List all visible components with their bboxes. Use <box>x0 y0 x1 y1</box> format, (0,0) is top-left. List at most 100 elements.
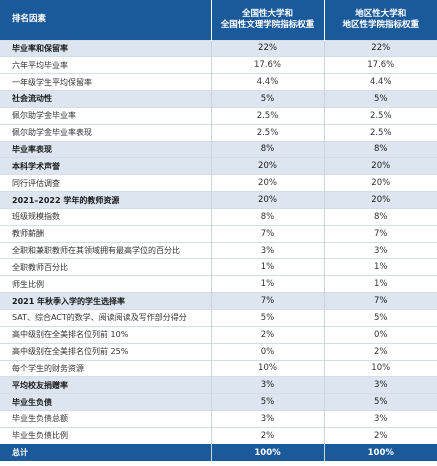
regional-weight-cell: 1% <box>324 275 437 293</box>
national-weight-cell: 4.4% <box>211 73 325 91</box>
table-row: 毕业生负债总额 3% 3% <box>0 410 437 428</box>
regional-weight-cell: 5% <box>324 309 437 327</box>
row-label: 全职教师百分比 <box>0 258 212 276</box>
regional-weight-cell: 5% <box>324 393 437 411</box>
table-row: 班级规模指数 8% 8% <box>0 207 437 226</box>
regional-weight-cell: 20% <box>324 174 437 192</box>
row-label: 班级规模指数 <box>0 207 212 226</box>
national-weight-cell: 7% <box>211 292 325 310</box>
table-row: 同行评估调查 20% 20% <box>0 174 437 192</box>
total-regional-weight: 100% <box>324 443 437 462</box>
regional-weight-cell: 0% <box>324 325 437 344</box>
category-row: 毕业率和保留率 22% 22% <box>0 39 437 57</box>
row-label: 六年平均毕业率 <box>0 56 212 74</box>
row-label: 2021–2022 学年的教师资源 <box>0 191 212 209</box>
row-label: SAT、综合ACT的数学、阅读阅读及写作部分得分 <box>0 309 212 327</box>
regional-weight-cell: 3% <box>324 241 437 259</box>
row-label: 佩尔助学金毕业率 <box>0 106 212 125</box>
national-weight-cell: 1% <box>211 275 325 293</box>
header-national-weight: 全国性大学和 全国性文理学院指标权重 <box>211 0 325 40</box>
regional-weight-cell: 20% <box>324 191 437 209</box>
regional-weight-cell: 2% <box>324 426 437 445</box>
row-label: 毕业生负债 <box>0 393 212 411</box>
header-national-line-1: 全国性大学和 <box>241 8 293 19</box>
regional-weight-cell: 2.5% <box>324 123 437 142</box>
table-row: 教师薪酬 7% 7% <box>0 224 437 243</box>
category-row: 毕业率表现 8% 8% <box>0 140 437 158</box>
national-weight-cell: 3% <box>211 410 325 428</box>
regional-weight-cell: 22% <box>324 39 437 57</box>
national-weight-cell: 0% <box>211 342 325 361</box>
row-label: 毕业生负债总额 <box>0 410 212 428</box>
table-header: 排名因素 全国性大学和 全国性文理学院指标权重 地区性大学和 地区性学院指标权重 <box>0 0 437 40</box>
national-weight-cell: 2% <box>211 325 325 344</box>
regional-weight-cell: 2.5% <box>324 106 437 125</box>
table-row: 一年级学生平均保留率 4.4% 4.4% <box>0 73 437 91</box>
row-label: 高中级别在全美排名位列前 10% <box>0 325 212 344</box>
national-weight-cell: 20% <box>211 157 325 175</box>
national-weight-cell: 8% <box>211 207 325 226</box>
row-label: 高中级别在全美排名位列前 25% <box>0 342 212 361</box>
header-regional-line-2: 地区性学院指标权重 <box>342 19 419 30</box>
national-weight-cell: 20% <box>211 191 325 209</box>
header-regional-line-1: 地区性大学和 <box>355 8 407 19</box>
category-row: 毕业生负债 5% 5% <box>0 393 437 411</box>
row-label: 毕业率表现 <box>0 140 212 158</box>
national-weight-cell: 17.6% <box>211 56 325 74</box>
regional-weight-cell: 17.6% <box>324 56 437 74</box>
national-weight-cell: 2.5% <box>211 106 325 125</box>
table-row: 全职和兼职教师在其领域拥有最高学位的百分比 3% 3% <box>0 241 437 259</box>
regional-weight-cell: 20% <box>324 157 437 175</box>
regional-weight-cell: 5% <box>324 90 437 108</box>
regional-weight-cell: 10% <box>324 359 437 377</box>
table-row: 六年平均毕业率 17.6% 17.6% <box>0 56 437 74</box>
regional-weight-cell: 7% <box>324 292 437 310</box>
national-weight-cell: 2.5% <box>211 123 325 142</box>
row-label: 同行评估调查 <box>0 174 212 192</box>
table-row: SAT、综合ACT的数学、阅读阅读及写作部分得分 5% 5% <box>0 309 437 327</box>
row-label: 2021 年秋季入学的学生选择率 <box>0 292 212 310</box>
national-weight-cell: 5% <box>211 393 325 411</box>
table-row: 全职教师百分比 1% 1% <box>0 258 437 276</box>
national-weight-cell: 3% <box>211 241 325 259</box>
header-row: 排名因素 全国性大学和 全国性文理学院指标权重 地区性大学和 地区性学院指标权重 <box>0 0 437 40</box>
table-row: 高中级别在全美排名位列前 10% 2% 0% <box>0 325 437 344</box>
national-weight-cell: 20% <box>211 174 325 192</box>
national-weight-cell: 1% <box>211 258 325 276</box>
total-row: 总计 100% 100% <box>0 443 437 462</box>
regional-weight-cell: 2% <box>324 342 437 361</box>
total-national-weight: 100% <box>211 443 325 462</box>
national-weight-cell: 3% <box>211 376 325 394</box>
category-row: 2021 年秋季入学的学生选择率 7% 7% <box>0 292 437 310</box>
national-weight-cell: 22% <box>211 39 325 57</box>
regional-weight-cell: 3% <box>324 410 437 428</box>
national-weight-cell: 8% <box>211 140 325 158</box>
regional-weight-cell: 7% <box>324 224 437 243</box>
national-weight-cell: 5% <box>211 90 325 108</box>
row-label: 师生比例 <box>0 275 212 293</box>
table-row: 高中级别在全美排名位列前 25% 0% 2% <box>0 342 437 361</box>
row-label: 每个学生的财务资源 <box>0 359 212 377</box>
row-label: 本科学术声誉 <box>0 157 212 175</box>
regional-weight-cell: 1% <box>324 258 437 276</box>
category-row: 2021–2022 学年的教师资源 20% 20% <box>0 191 437 209</box>
table-row: 每个学生的财务资源 10% 10% <box>0 359 437 377</box>
category-row: 平均校友捐赠率 3% 3% <box>0 376 437 394</box>
total-label: 总计 <box>0 443 212 462</box>
national-weight-cell: 5% <box>211 309 325 327</box>
row-label: 佩尔助学金毕业率表现 <box>0 123 212 142</box>
row-label: 一年级学生平均保留率 <box>0 73 212 91</box>
table-row: 毕业生负债比例 2% 2% <box>0 426 437 445</box>
row-label: 教师薪酬 <box>0 224 212 243</box>
table-row: 佩尔助学金毕业率表现 2.5% 2.5% <box>0 123 437 142</box>
regional-weight-cell: 4.4% <box>324 73 437 91</box>
national-weight-cell: 10% <box>211 359 325 377</box>
row-label: 毕业生负债比例 <box>0 426 212 445</box>
regional-weight-cell: 3% <box>324 376 437 394</box>
category-row: 本科学术声誉 20% 20% <box>0 157 437 175</box>
regional-weight-cell: 8% <box>324 140 437 158</box>
category-row: 社会流动性 5% 5% <box>0 90 437 108</box>
regional-weight-cell: 8% <box>324 207 437 226</box>
table-body: 毕业率和保留率 22% 22% 六年平均毕业率 17.6% 17.6% 一年级学生平均保留率… <box>0 39 437 462</box>
